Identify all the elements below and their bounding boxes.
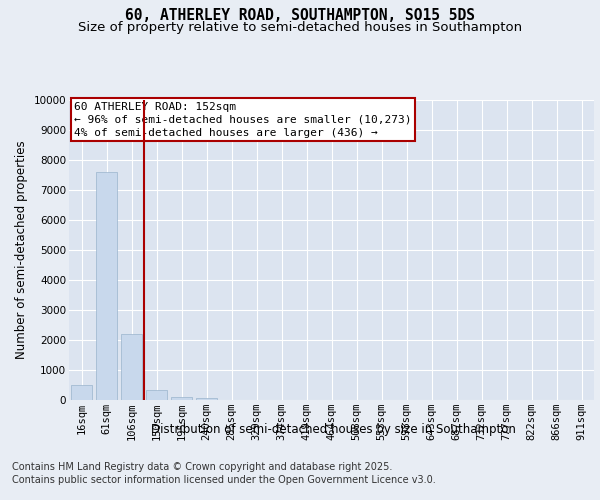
- Bar: [71, 385, 92, 400]
- Text: 60 ATHERLEY ROAD: 152sqm
← 96% of semi-detached houses are smaller (10,273)
4% o: 60 ATHERLEY ROAD: 152sqm ← 96% of semi-d…: [74, 102, 412, 138]
- Text: Distribution of semi-detached houses by size in Southampton: Distribution of semi-detached houses by …: [151, 422, 515, 436]
- Text: Contains public sector information licensed under the Open Government Licence v3: Contains public sector information licen…: [12, 475, 436, 485]
- Text: Contains HM Land Registry data © Crown copyright and database right 2025.: Contains HM Land Registry data © Crown c…: [12, 462, 392, 472]
- Bar: [96, 172, 117, 400]
- Y-axis label: Number of semi-detached properties: Number of semi-detached properties: [15, 140, 28, 360]
- Bar: [196, 398, 217, 400]
- Text: 60, ATHERLEY ROAD, SOUTHAMPTON, SO15 5DS: 60, ATHERLEY ROAD, SOUTHAMPTON, SO15 5DS: [125, 8, 475, 22]
- Bar: [121, 334, 142, 400]
- Bar: [146, 390, 167, 400]
- Text: Size of property relative to semi-detached houses in Southampton: Size of property relative to semi-detach…: [78, 21, 522, 34]
- Bar: [171, 397, 192, 400]
